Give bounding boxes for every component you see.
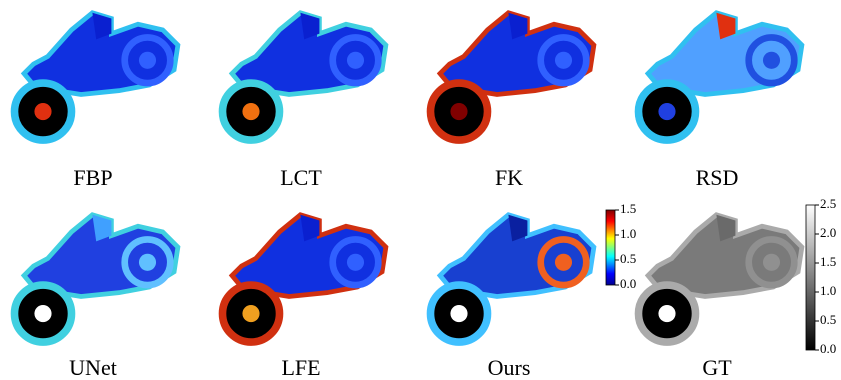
depth-image xyxy=(431,13,594,140)
colorbar-tick-label: 0.5 xyxy=(620,251,636,266)
depth-image xyxy=(15,13,178,140)
depth-image xyxy=(223,215,386,342)
panels: FBP LCT FK RSD UNet LFE Ours GT xyxy=(15,13,802,380)
panel-label: GT xyxy=(702,355,732,380)
colorbar xyxy=(606,210,615,285)
colorbar-tick-label: 1.0 xyxy=(820,283,836,298)
panel-label: FK xyxy=(495,165,523,190)
colorbar-tick-label: 1.0 xyxy=(620,226,636,241)
depth-image xyxy=(639,13,802,140)
panel-label: LFE xyxy=(281,355,320,380)
colorbar-tick-label: 1.5 xyxy=(820,254,836,269)
depth-image xyxy=(431,215,594,342)
colorbar xyxy=(806,205,815,350)
colorbar-tick-label: 0.0 xyxy=(820,341,836,356)
figure: FBP LCT FK RSD UNet LFE Ours GT 0.0 0.5 1.0 1.5 0.0… xyxy=(0,0,841,380)
colorbar-tick-label: 1.5 xyxy=(620,201,636,216)
panel-label: LCT xyxy=(280,165,322,190)
colorbar-tick-label: 0.0 xyxy=(620,276,636,291)
depth-image xyxy=(223,13,386,140)
colorbar-tick-label: 2.5 xyxy=(820,196,836,211)
colorbar-tick-label: 0.5 xyxy=(820,312,836,327)
panel-label: RSD xyxy=(696,165,739,190)
depth-image xyxy=(639,215,802,342)
panel-label: FBP xyxy=(73,165,112,190)
panel-label: Ours xyxy=(488,355,531,380)
panel-label: UNet xyxy=(69,355,117,380)
depth-image xyxy=(15,215,178,342)
colorbar-tick-label: 2.0 xyxy=(820,225,836,240)
